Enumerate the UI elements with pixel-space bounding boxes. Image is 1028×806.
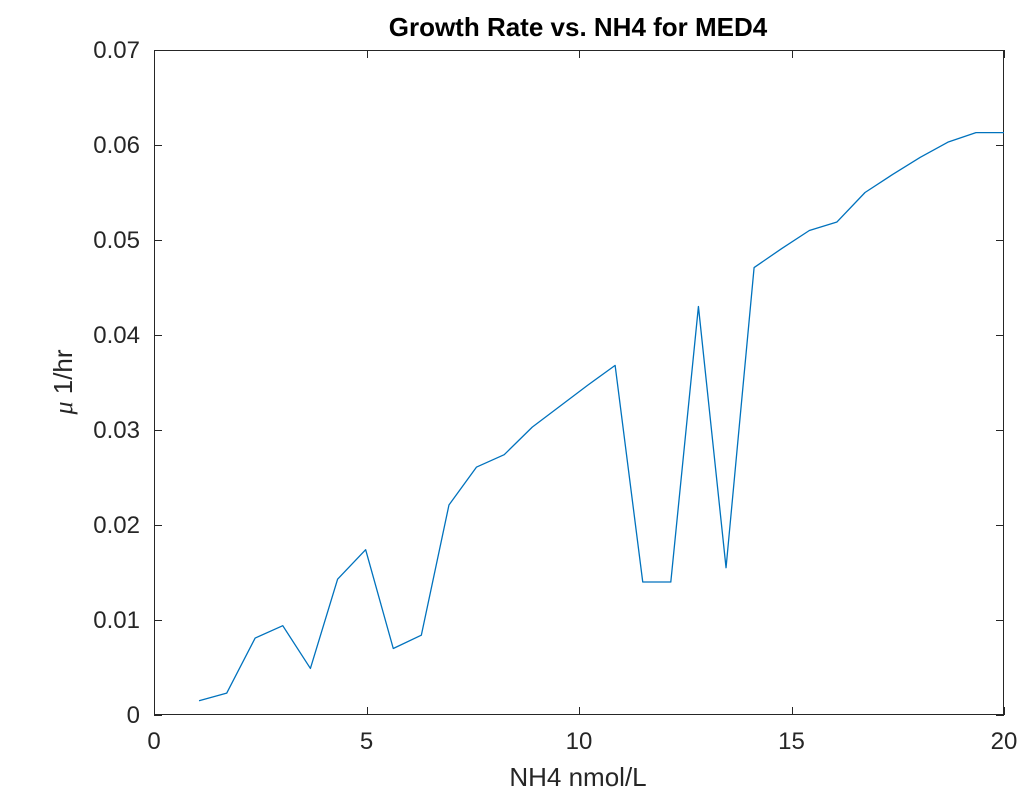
x-tick-label: 0	[147, 728, 160, 755]
y-tick-label: 0.05	[93, 227, 140, 254]
series-line	[198, 131, 1004, 702]
y-tick-label: 0.06	[93, 132, 140, 159]
y-axis-label-symbol: μ	[49, 401, 78, 415]
y-tick-label: 0	[127, 702, 140, 729]
y-axis: 0 0.01 0.02 0.03 0.04 0.05 0.06 0.07	[93, 37, 1004, 729]
chart-title: Growth Rate vs. NH4 for MED4	[389, 12, 768, 42]
y-tick-label: 0.02	[93, 512, 140, 539]
x-axis: 0 5 10 15 20	[147, 50, 1017, 755]
x-tick-label: 10	[566, 728, 593, 755]
y-tick-label: 0.04	[93, 322, 140, 349]
y-tick-label: 0.03	[93, 417, 140, 444]
y-axis-label-spacer	[48, 394, 78, 401]
y-tick-label: 0.01	[93, 607, 140, 634]
x-axis-label: NH4 nmol/L	[509, 762, 646, 792]
y-tick-label: 0.07	[93, 37, 140, 64]
y-axis-label: μ 1/hr	[48, 349, 78, 415]
y-axis-label-unit: 1/hr	[48, 349, 78, 394]
series-layer	[198, 131, 1004, 702]
x-tick-label: 20	[991, 728, 1018, 755]
x-tick-label: 5	[360, 728, 373, 755]
x-tick-label: 15	[778, 728, 805, 755]
plot-area: 0 5 10 15 20 0 0.01 0.02 0.03 0.04 0.05 0.06 0.07	[93, 37, 1017, 755]
